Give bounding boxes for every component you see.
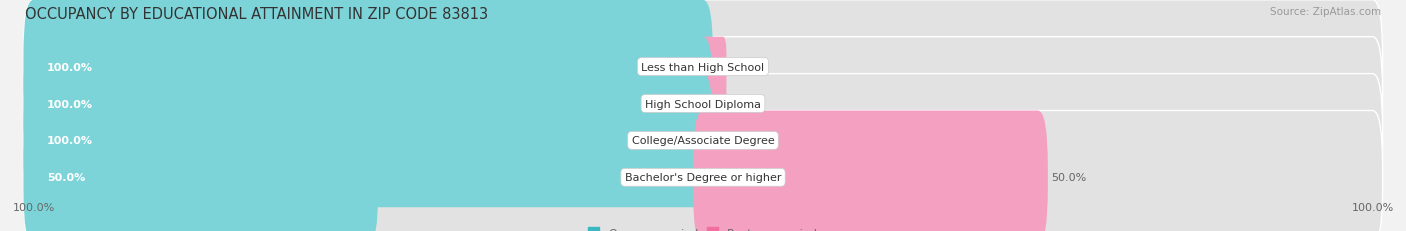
Text: 100.0%: 100.0% [46, 99, 93, 109]
Text: Source: ZipAtlas.com: Source: ZipAtlas.com [1270, 7, 1381, 17]
Text: High School Diploma: High School Diploma [645, 99, 761, 109]
Text: 100.0%: 100.0% [1351, 203, 1393, 213]
FancyBboxPatch shape [24, 111, 378, 231]
FancyBboxPatch shape [24, 1, 1382, 134]
Text: 100.0%: 100.0% [13, 203, 55, 213]
FancyBboxPatch shape [24, 111, 1382, 231]
Text: 0.0%: 0.0% [737, 136, 765, 146]
Text: 0.0%: 0.0% [737, 99, 765, 109]
FancyBboxPatch shape [24, 38, 1382, 170]
FancyBboxPatch shape [24, 1, 713, 134]
FancyBboxPatch shape [700, 38, 727, 97]
Text: 100.0%: 100.0% [46, 136, 93, 146]
FancyBboxPatch shape [24, 38, 713, 170]
Text: College/Associate Degree: College/Associate Degree [631, 136, 775, 146]
FancyBboxPatch shape [24, 74, 713, 207]
Text: OCCUPANCY BY EDUCATIONAL ATTAINMENT IN ZIP CODE 83813: OCCUPANCY BY EDUCATIONAL ATTAINMENT IN Z… [25, 7, 488, 22]
Text: 100.0%: 100.0% [46, 62, 93, 72]
Legend: Owner-occupied, Renter-occupied: Owner-occupied, Renter-occupied [588, 228, 818, 231]
FancyBboxPatch shape [700, 74, 727, 134]
FancyBboxPatch shape [700, 111, 727, 170]
Text: Bachelor's Degree or higher: Bachelor's Degree or higher [624, 173, 782, 182]
FancyBboxPatch shape [693, 111, 1047, 231]
Text: 50.0%: 50.0% [1052, 173, 1087, 182]
Text: 0.0%: 0.0% [737, 62, 765, 72]
FancyBboxPatch shape [24, 74, 1382, 207]
Text: 50.0%: 50.0% [46, 173, 86, 182]
Text: Less than High School: Less than High School [641, 62, 765, 72]
